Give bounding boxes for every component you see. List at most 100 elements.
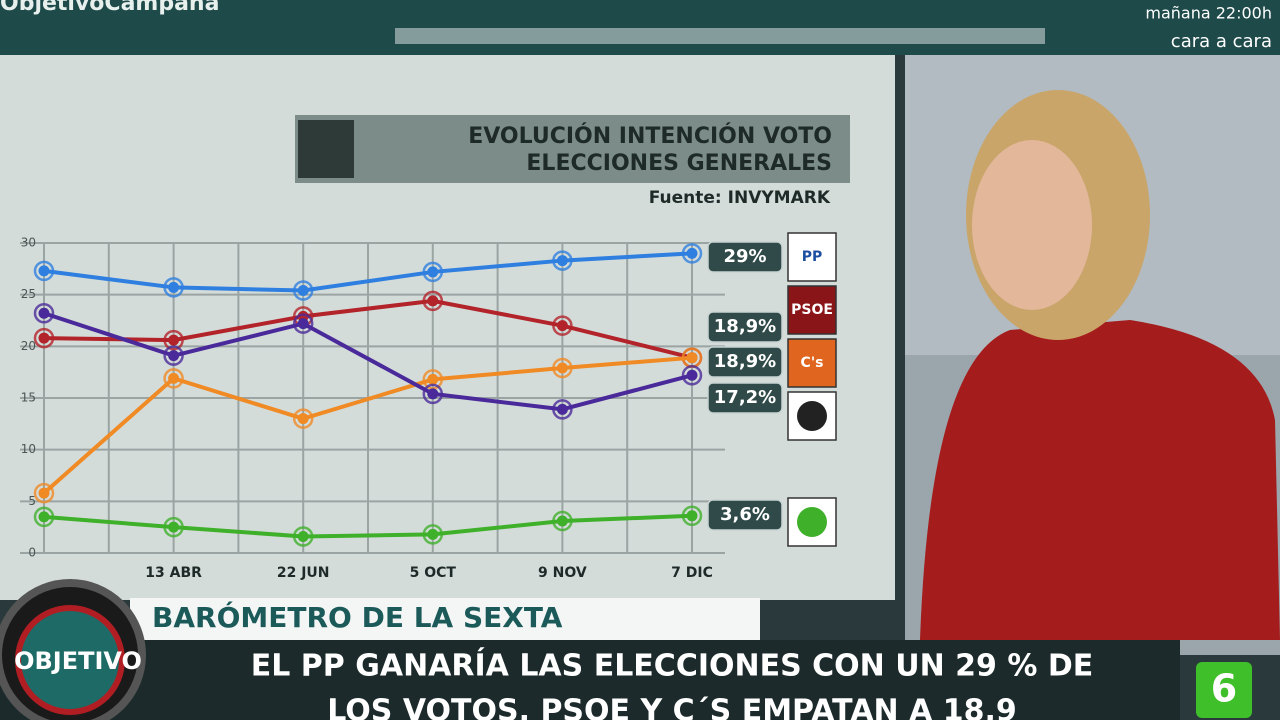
value-label: 3,6% [720,504,770,525]
series-line [42,355,693,495]
title-box [295,115,850,183]
point-marker-dot [38,265,50,277]
section-bar [130,598,760,640]
show-logo-text: OBJETIVO [14,647,142,675]
point-marker [163,516,184,538]
point-marker-dot [556,515,568,527]
point-marker-dot [427,295,439,307]
y-tick-label: 20 [21,339,36,353]
point-marker-dot [427,388,439,400]
point-marker-dot [556,320,568,332]
point-marker-dot [686,247,698,259]
point-marker [681,243,703,264]
y-tick-label: 30 [21,236,36,250]
legend-logo [787,232,837,282]
point-marker [163,368,184,389]
point-marker [681,505,703,527]
point-marker-dot [297,530,309,542]
point-marker [292,526,314,547]
point-marker [163,345,184,366]
series-line [43,251,693,293]
ticker-line: LOS VOTOS, PSOE Y C´S EMPATAN A 18,9 [327,694,1017,720]
value-label-box [707,241,783,273]
chart-subtitle: ELECCIONES GENERALES [526,151,832,176]
point-marker-dot [38,307,50,319]
point-marker-dot [686,352,698,364]
point-marker [292,408,314,429]
presenter-body [920,320,1280,640]
point-marker-dot [168,521,180,533]
point-marker-dot [297,285,309,297]
legend-label: PSOE [791,302,833,318]
point-marker-dot [556,255,568,267]
y-tick-label: 0 [28,546,36,560]
value-label: 29% [723,246,766,267]
point-marker [33,506,55,528]
point-marker [33,260,55,282]
point-marker [422,383,444,405]
ticker-bar [0,640,1180,720]
point-marker [422,290,444,312]
point-marker [33,327,55,349]
title-square [298,120,354,178]
series-line [43,513,693,539]
section-title: BARÓMETRO DE LA SEXTA [152,600,563,634]
point-marker [33,482,55,504]
legend-swatch [797,507,827,537]
show-logo-ring [15,605,125,715]
point-marker-dot [168,372,180,384]
point-marker [163,329,184,351]
point-marker [552,315,573,336]
point-marker-dot [38,487,50,499]
x-tick-label: 22 JUN [277,565,330,581]
value-label: 18,9% [714,316,776,337]
point-marker [292,280,314,301]
value-label-box [707,311,783,343]
point-marker-dot [427,373,439,385]
point-marker-dot [297,318,309,330]
point-marker-dot [556,403,568,415]
point-marker [422,524,444,545]
legend-logo [787,338,837,388]
point-marker-dot [38,511,50,523]
x-tick-label: 13 ABR [145,565,202,581]
point-marker [422,261,444,283]
x-tick-label: 9 NOV [538,565,587,581]
chart-title: EVOLUCIÓN INTENCIÓN VOTO [468,123,832,149]
point-marker [552,250,573,271]
next-time: mañana 22:00h [1145,4,1272,23]
legend-label: C's [801,355,824,371]
point-marker-dot [168,350,180,362]
point-marker-dot [427,266,439,278]
next-show: cara a cara [1171,31,1272,52]
point-marker [681,365,703,386]
point-marker-dot [686,369,698,381]
top-bar [0,0,1280,55]
legend-logo [787,285,837,335]
x-tick-label: 7 DIC [671,565,713,581]
y-tick-label: 25 [21,287,36,301]
point-marker [552,357,573,379]
point-marker-dot [168,334,180,346]
chart-source: Fuente: INVYMARK [649,188,831,208]
point-marker-dot [297,413,309,425]
legend-swatch [797,401,827,431]
x-tick-label: 5 OCT [410,565,457,581]
channel-logo [1196,662,1252,718]
point-marker [33,303,55,324]
value-label-box [707,346,783,378]
y-tick-label: 15 [21,391,36,405]
value-label: 17,2% [714,387,776,408]
legend-label: PP [802,249,823,265]
point-marker [552,399,573,420]
point-marker [292,313,314,334]
point-marker-dot [556,362,568,374]
value-label-box [707,499,783,531]
top-strip [395,28,1045,44]
presenter-face [972,140,1092,310]
point-marker [163,277,184,298]
point-marker-dot [686,510,698,522]
y-tick-label: 10 [21,442,36,456]
